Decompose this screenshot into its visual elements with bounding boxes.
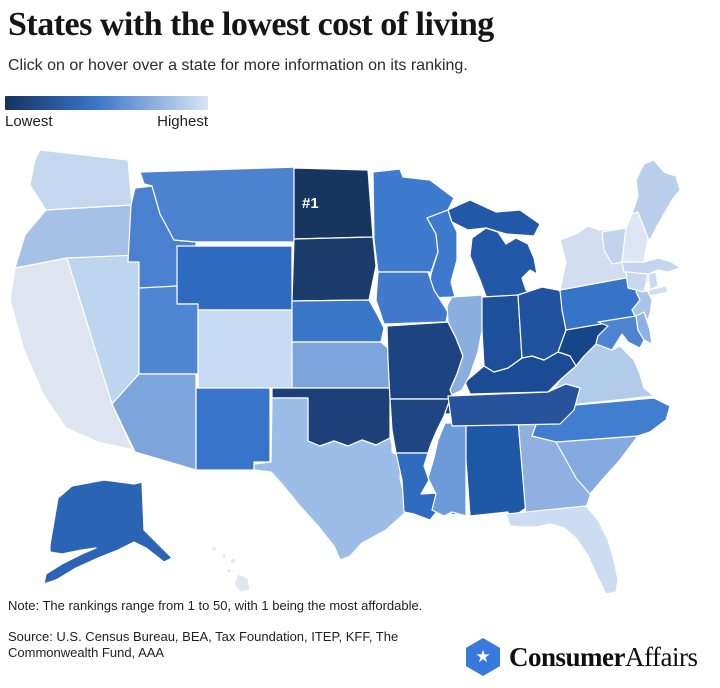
state-ct[interactable]: Connecticut xyxy=(625,271,649,293)
state-wy[interactable]: Wyoming xyxy=(176,245,293,311)
star-hexagon-icon: ★ xyxy=(466,638,500,676)
logo-wordmark: ConsumerAffairs xyxy=(509,641,698,673)
page-title: States with the lowest cost of living xyxy=(8,6,494,43)
header: States with the lowest cost of living Cl… xyxy=(8,6,712,75)
states-group: Washington Oregon California Nevada Idah… xyxy=(9,149,681,595)
state-sd[interactable]: South Dakota xyxy=(291,236,377,302)
state-hi[interactable]: Hawaii xyxy=(211,546,217,552)
state-sc[interactable]: South Carolina xyxy=(555,435,639,495)
state-wa[interactable]: Washington xyxy=(29,149,133,211)
state-co[interactable]: Colorado xyxy=(197,309,293,389)
legend-gradient-bar xyxy=(5,96,208,110)
legend-lowest-label: Lowest xyxy=(5,113,53,130)
state-tn[interactable]: Tennessee xyxy=(447,383,581,427)
us-choropleth-map: Washington Oregon California Nevada Idah… xyxy=(9,149,681,595)
state-nd[interactable]: North Dakota xyxy=(293,167,374,240)
state-ia[interactable]: Iowa xyxy=(375,271,449,325)
state-in[interactable]: Indiana xyxy=(481,294,523,373)
logo-affairs: Affairs xyxy=(625,641,698,672)
state-ak[interactable]: Alaska xyxy=(43,479,173,585)
state-hi[interactable]: Hawaii xyxy=(226,568,232,574)
logo-consumer: Consumer xyxy=(509,641,626,672)
state-ne[interactable]: Nebraska xyxy=(291,299,385,343)
state-al[interactable]: Alabama xyxy=(465,419,527,525)
state-vt[interactable]: Vermont xyxy=(601,227,627,265)
subtitle: Click on or hover over a state for more … xyxy=(8,57,468,75)
state-hi[interactable]: Hawaii xyxy=(233,573,251,593)
note-text: Note: The rankings range from 1 to 50, w… xyxy=(8,598,423,613)
state-ks[interactable]: Kansas xyxy=(291,341,393,389)
state-ri[interactable]: Rhode Island xyxy=(647,271,659,291)
state-nm[interactable]: New Mexico xyxy=(195,387,271,471)
state-hi[interactable]: Hawaii xyxy=(221,553,227,559)
color-legend: Lowest Highest xyxy=(5,96,208,130)
source-text: Source: U.S. Census Bureau, BEA, Tax Fou… xyxy=(8,628,399,660)
state-fl[interactable]: Florida xyxy=(505,505,619,595)
star-icon: ★ xyxy=(475,646,491,666)
state-il[interactable]: Illinois xyxy=(446,294,483,396)
legend-highest-label: Highest xyxy=(157,113,208,130)
state-hi[interactable]: Hawaii xyxy=(229,557,237,565)
state-mi-upper[interactable]: Michigan xyxy=(447,199,541,237)
state-ms[interactable]: Mississippi xyxy=(427,422,467,517)
state-me[interactable]: Maine xyxy=(631,159,681,241)
state-oh[interactable]: Ohio xyxy=(517,286,569,361)
footer: Note: The rankings range from 1 to 50, w… xyxy=(8,598,428,661)
state-ar[interactable]: Arkansas xyxy=(389,398,451,454)
state-de[interactable]: Delaware xyxy=(635,311,653,345)
legend-labels: Lowest Highest xyxy=(5,113,208,130)
consumeraffairs-logo: ★ ConsumerAffairs xyxy=(466,638,698,676)
